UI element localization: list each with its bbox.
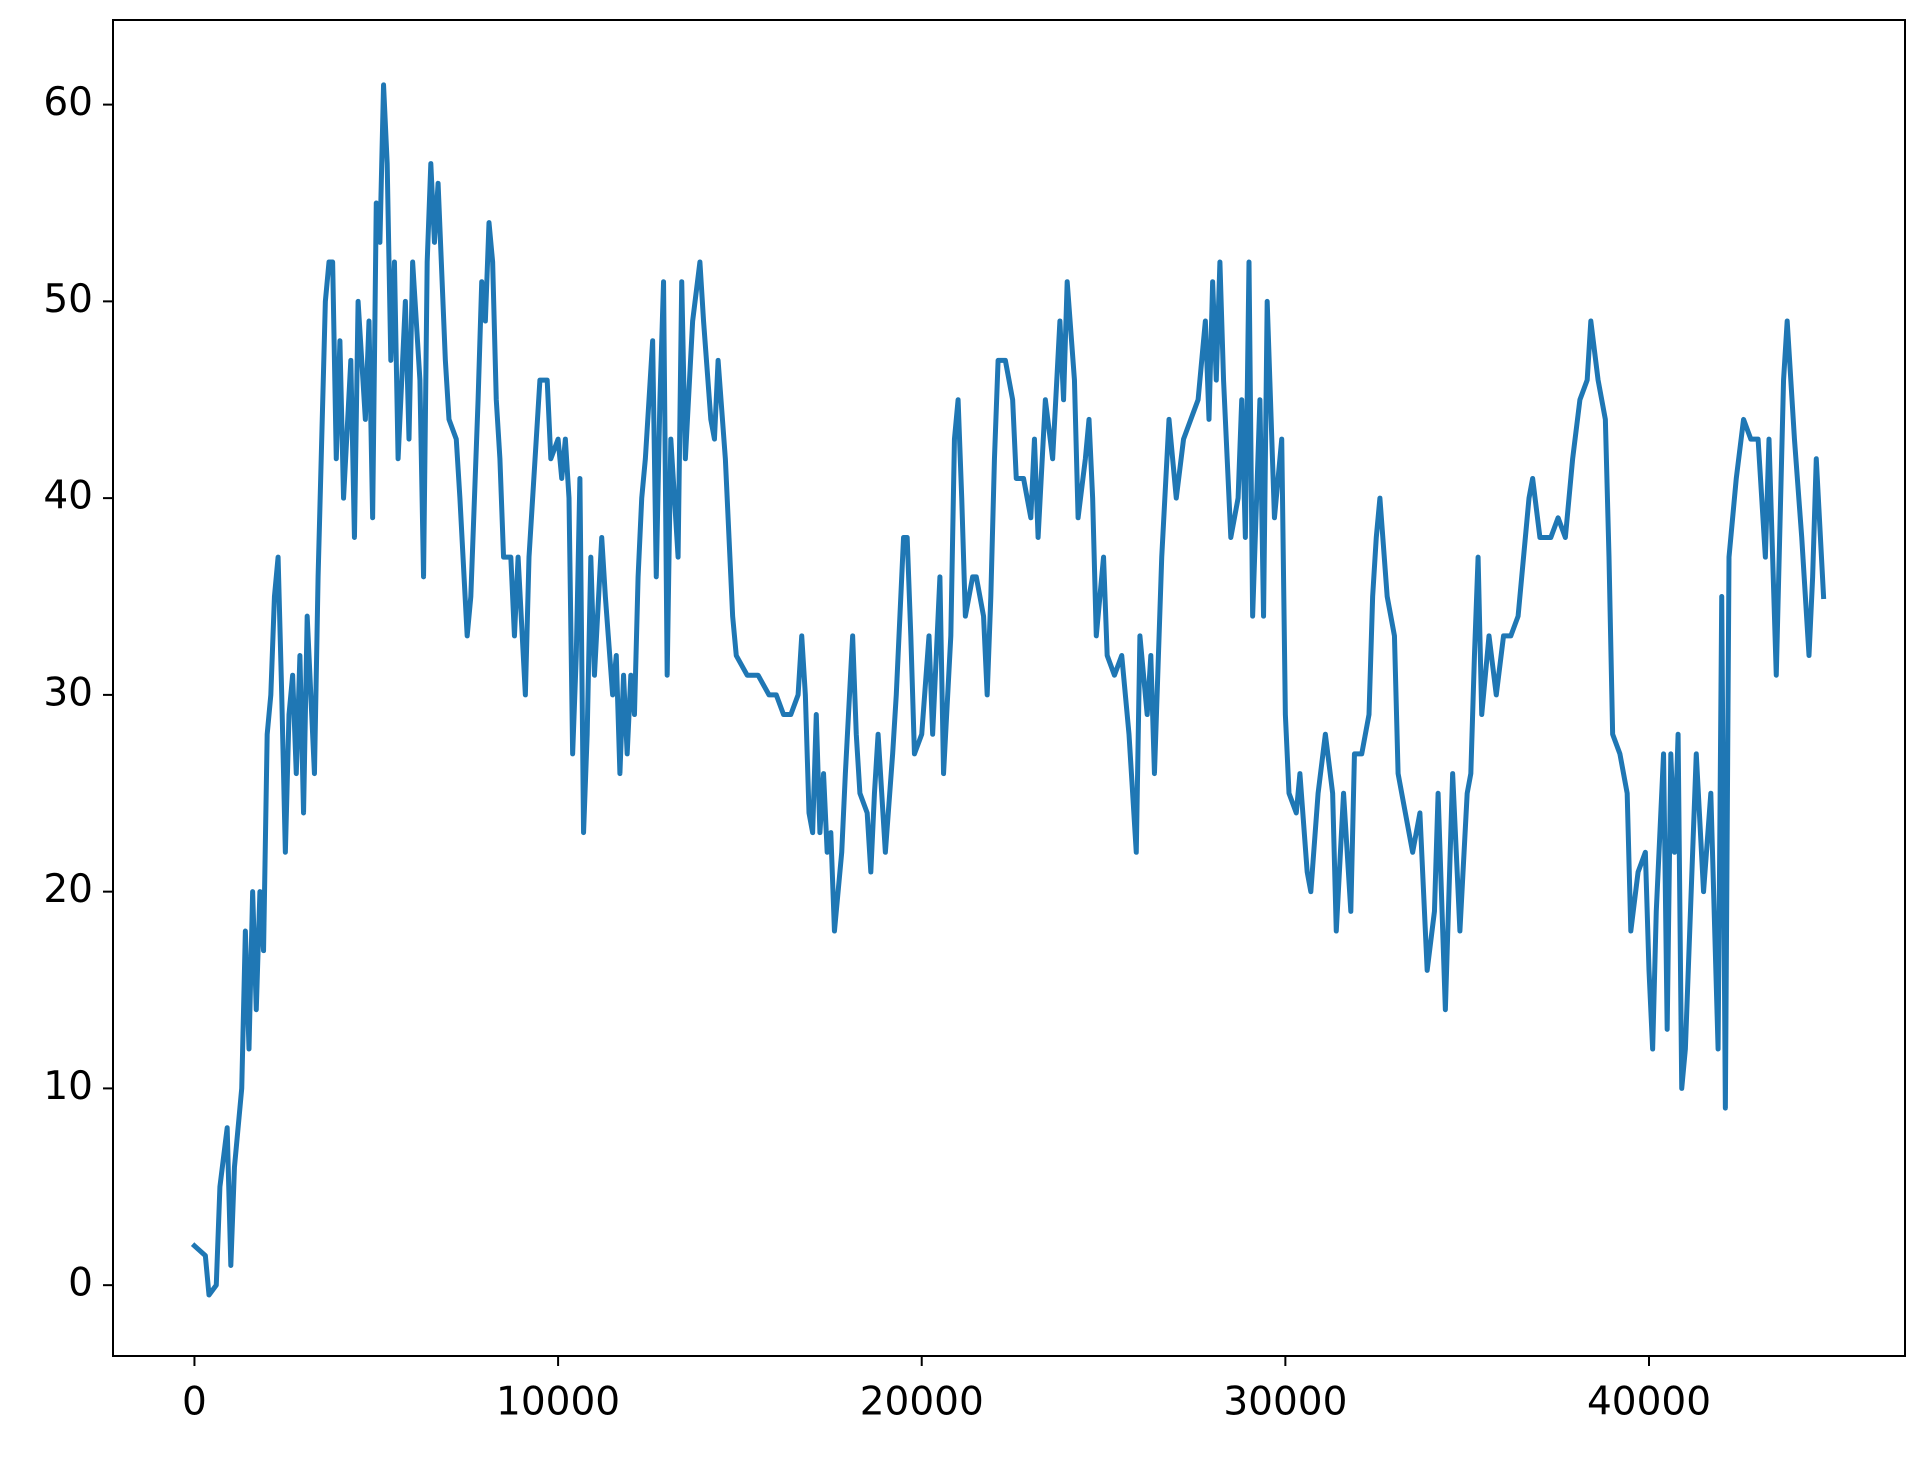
y-tick-label: 10 [43,1064,93,1109]
plot-frame [112,19,1906,1357]
x-tick-label: 10000 [496,1380,620,1425]
y-tick-label: 20 [43,867,93,912]
y-tick-label: 0 [68,1261,93,1306]
y-tick-label: 60 [43,80,93,125]
data-line [190,82,1827,1298]
x-tick-label: 30000 [1223,1380,1347,1425]
y-tick-label: 50 [43,277,93,322]
x-tick-label: 40000 [1587,1380,1711,1425]
x-tick-label: 20000 [860,1380,984,1425]
x-tick-label: 0 [182,1380,207,1425]
y-tick-label: 40 [43,474,93,519]
y-tick-label: 30 [43,670,93,715]
